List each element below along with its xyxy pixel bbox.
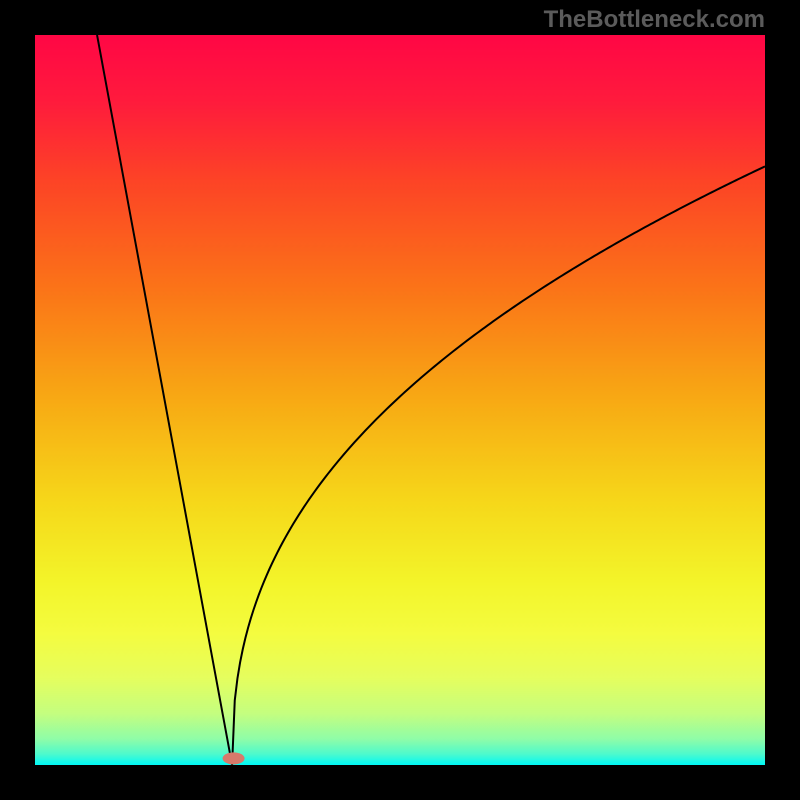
chart-container: TheBottleneck.com bbox=[0, 0, 800, 800]
plot-area bbox=[35, 35, 765, 765]
watermark-text: TheBottleneck.com bbox=[544, 6, 765, 34]
bottleneck-curve bbox=[35, 35, 765, 765]
optimal-marker bbox=[223, 752, 245, 764]
bottleneck-curve-path bbox=[97, 35, 765, 765]
